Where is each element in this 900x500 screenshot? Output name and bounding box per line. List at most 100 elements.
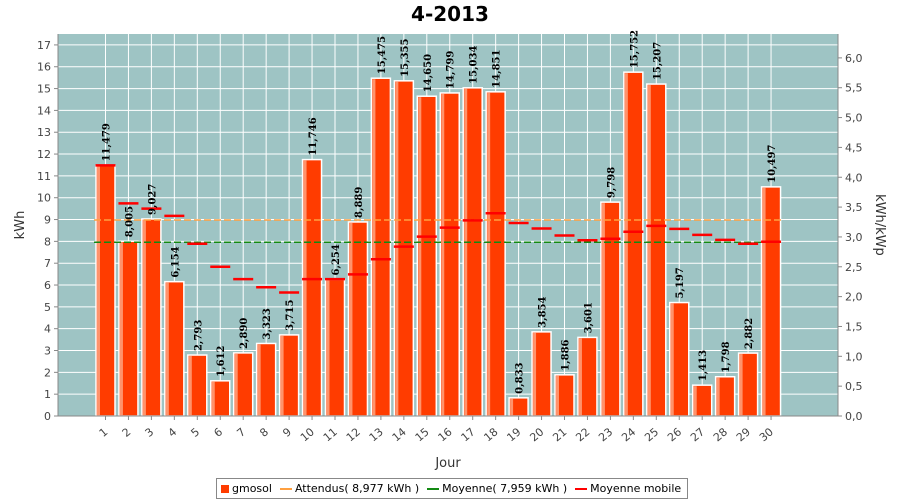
y-tick-label: 8 xyxy=(44,235,51,248)
x-tick-label: 11 xyxy=(321,425,340,444)
x-tick-label: 20 xyxy=(527,425,546,444)
data-label: 1,612 xyxy=(216,345,227,376)
y2-tick-label: 2,0 xyxy=(845,291,863,304)
data-label: 5,197 xyxy=(675,267,686,298)
y2-tick-label: 5,5 xyxy=(845,82,863,95)
data-label: 8,889 xyxy=(354,187,365,218)
x-tick-label: 30 xyxy=(757,425,776,444)
legend-item: Attendus( 8,977 kWh ) xyxy=(279,482,420,495)
data-label: 1,886 xyxy=(561,339,572,370)
data-label: 11,746 xyxy=(308,117,319,155)
legend-label: Moyenne mobile xyxy=(590,482,682,495)
bar-highlight xyxy=(739,354,743,416)
bar-highlight xyxy=(464,88,468,416)
data-label: 3,323 xyxy=(262,308,273,339)
bar-highlight xyxy=(601,203,605,416)
x-tick-label: 10 xyxy=(298,425,317,444)
bar-highlight xyxy=(303,160,307,416)
bar-highlight xyxy=(142,219,146,416)
legend-item: Moyenne( 7,959 kWh ) xyxy=(427,482,567,495)
bar-highlight xyxy=(647,85,651,416)
data-label: 1,798 xyxy=(721,341,732,372)
bar-highlight xyxy=(670,303,674,416)
y2-tick-label: 3,0 xyxy=(845,231,863,244)
data-label: 2,793 xyxy=(193,320,204,351)
y-tick-label: 7 xyxy=(44,257,51,270)
y-tick-label: 5 xyxy=(44,301,51,314)
data-label: 10,497 xyxy=(767,145,778,183)
y2-tick-label: 1,5 xyxy=(845,320,863,333)
x-tick-label: 19 xyxy=(504,425,523,444)
bars xyxy=(95,71,782,417)
x-tick-label: 2 xyxy=(120,425,134,439)
bar-highlight xyxy=(234,353,238,416)
legend-label: Moyenne( 7,959 kWh ) xyxy=(442,482,568,495)
x-tick-label: 14 xyxy=(390,425,409,444)
x-tick-label: 6 xyxy=(211,425,225,439)
bar-highlight xyxy=(578,338,582,416)
bar-highlight xyxy=(165,282,169,416)
bar-highlight xyxy=(693,386,697,416)
data-label: 9,027 xyxy=(147,184,158,215)
x-tick-label: 22 xyxy=(573,425,592,444)
y2-tick-label: 6,0 xyxy=(845,52,863,65)
y-tick-label: 12 xyxy=(37,148,51,161)
data-label: 15,034 xyxy=(469,46,480,84)
bar-highlight xyxy=(556,375,559,416)
legend-swatch xyxy=(427,487,440,490)
y2-tick-label: 4,0 xyxy=(845,171,863,184)
x-tick-label: 18 xyxy=(481,425,500,444)
moving-average-marks xyxy=(95,164,782,294)
y-tick-label: 4 xyxy=(44,323,51,336)
y-axis-title: kWh xyxy=(13,211,28,240)
data-label: 15,207 xyxy=(652,42,663,80)
data-label: 6,254 xyxy=(331,244,342,275)
y-tick-label: 2 xyxy=(44,366,51,379)
y-tick-label: 17 xyxy=(37,39,51,52)
reference-lines xyxy=(94,219,783,244)
bar-highlight xyxy=(624,73,628,416)
legend-label: Attendus( 8,977 kWh ) xyxy=(294,482,420,495)
bar-highlight xyxy=(97,166,100,416)
data-label: 0,833 xyxy=(515,362,526,393)
bar-highlight xyxy=(349,222,353,416)
x-tick-label: 28 xyxy=(711,425,730,444)
bar-highlight xyxy=(487,92,491,416)
data-label: 15,355 xyxy=(400,39,411,77)
x-tick-label: 21 xyxy=(550,425,569,444)
legend-item: gmosol xyxy=(221,482,272,495)
y2-tick-label: 0,0 xyxy=(845,410,863,423)
x-axis-title: Jour xyxy=(434,456,461,471)
x-tick-label: 26 xyxy=(665,425,684,444)
legend-swatch xyxy=(279,487,292,490)
x-tick-label: 27 xyxy=(688,425,707,444)
x-tick-label: 7 xyxy=(234,425,248,439)
legend-item: Moyenne mobile xyxy=(575,482,681,495)
x-tick-label: 24 xyxy=(619,425,638,444)
bar-highlight xyxy=(211,381,215,416)
y-tick-label: 3 xyxy=(44,345,51,358)
x-tick-label: 17 xyxy=(459,425,478,444)
data-label: 15,475 xyxy=(377,36,388,74)
data-label: 2,882 xyxy=(744,318,755,349)
x-tick-label: 15 xyxy=(413,425,432,444)
bar-highlight xyxy=(188,356,192,416)
bar-highlight xyxy=(326,280,330,416)
legend-swatch xyxy=(221,484,229,493)
bar-highlight xyxy=(510,398,514,416)
bar-highlight xyxy=(257,344,261,416)
x-tick-label: 3 xyxy=(143,425,157,439)
bar-highlight xyxy=(762,187,766,416)
data-label: 14,851 xyxy=(492,50,503,88)
y-tick-label: 13 xyxy=(37,126,51,139)
bar-highlight xyxy=(119,242,123,416)
x-tick-label: 25 xyxy=(642,425,661,444)
data-label: 3,601 xyxy=(583,302,594,333)
x-tick-label: 4 xyxy=(166,425,180,439)
y2-axis-title: kWh/kWp xyxy=(872,194,887,256)
y-tick-label: 9 xyxy=(44,214,51,227)
y-tick-label: 1 xyxy=(44,388,51,401)
x-tick-label: 5 xyxy=(189,425,203,439)
data-label: 15,752 xyxy=(629,30,640,68)
y2-tick-label: 5,0 xyxy=(845,112,863,125)
